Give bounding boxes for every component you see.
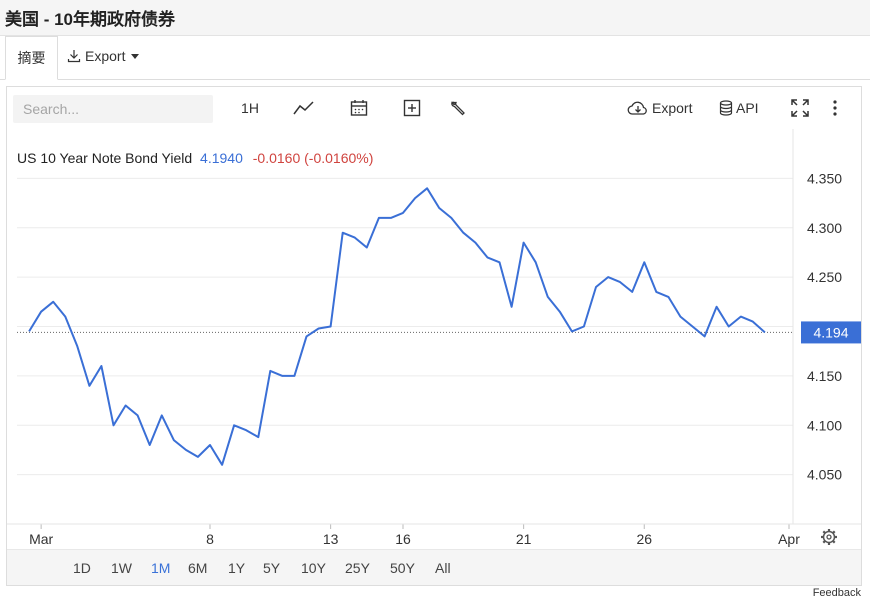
calendar-icon: [350, 100, 368, 116]
plus-box-icon: [403, 99, 421, 117]
range-button-1m[interactable]: 1M: [151, 560, 171, 576]
legend-value: 4.1940: [200, 150, 243, 166]
export-button-label: Export: [652, 100, 693, 116]
y-tick-label: 4.350: [807, 170, 842, 186]
chart-toolbar: 1H Export API: [7, 87, 861, 129]
tab-bar: 摘要 Export: [0, 36, 870, 80]
y-tick-label: 4.250: [807, 269, 842, 285]
search-input[interactable]: [13, 95, 213, 123]
range-button-1d[interactable]: 1D: [73, 560, 91, 576]
more-vertical-icon: [833, 100, 837, 116]
cloud-download-icon: [627, 101, 647, 115]
range-button-5y[interactable]: 5Y: [263, 560, 281, 576]
y-tick-label: 4.050: [807, 467, 842, 483]
range-button-6m[interactable]: 6M: [188, 560, 208, 576]
api-button-label: API: [736, 100, 759, 116]
legend-change: -0.0160 (-0.0160%): [253, 150, 374, 166]
download-icon: [67, 50, 81, 63]
more-button[interactable]: [825, 95, 845, 121]
x-tick-label: 8: [206, 531, 214, 547]
add-indicator-button[interactable]: [399, 95, 425, 121]
export-dropdown-label: Export: [85, 48, 126, 64]
chart-plot-area[interactable]: 4.050 4.100 4.150 4.250 4.300 4.350 4.194 Mar 8…: [7, 129, 861, 549]
export-dropdown[interactable]: Export: [67, 48, 140, 64]
range-button-50y[interactable]: 50Y: [390, 560, 415, 576]
range-button-10y[interactable]: 10Y: [301, 560, 326, 576]
tab-summary[interactable]: 摘要: [5, 36, 58, 80]
x-tick-label: 26: [636, 531, 652, 547]
x-tick-label: 16: [395, 531, 411, 547]
page-title: 美国 - 10年期政府债券: [5, 10, 176, 29]
x-tick-label: Apr: [778, 531, 800, 547]
y-tick-label: 4.300: [807, 220, 842, 236]
x-tick-label: 21: [516, 531, 532, 547]
fullscreen-icon: [791, 99, 809, 117]
range-button-25y[interactable]: 25Y: [345, 560, 370, 576]
chart-type-button[interactable]: [291, 95, 317, 121]
database-icon: [719, 100, 733, 116]
legend-series-name: US 10 Year Note Bond Yield: [17, 150, 192, 166]
time-range-bar: 1D 1W 1M 6M 1Y 5Y 10Y 25Y 50Y All: [7, 549, 861, 585]
chart-settings-button[interactable]: [821, 529, 837, 545]
page-header: 美国 - 10年期政府债券: [0, 0, 870, 36]
x-tick-label: Mar: [29, 531, 53, 547]
y-tick-label: 4.100: [807, 417, 842, 433]
feedback-link[interactable]: Feedback: [812, 587, 861, 599]
api-button[interactable]: API: [719, 95, 759, 121]
current-value-label: 4.194: [813, 324, 848, 340]
y-tick-label: 4.150: [807, 368, 842, 384]
wrench-icon: [451, 101, 465, 116]
range-button-1y[interactable]: 1Y: [228, 560, 246, 576]
x-tick-label: 13: [323, 531, 339, 547]
line-chart-icon: [293, 101, 314, 115]
series-line: [28, 187, 766, 466]
tools-button[interactable]: [445, 95, 471, 121]
caret-down-icon: [131, 53, 140, 59]
range-button-1w[interactable]: 1W: [111, 560, 132, 576]
interval-button[interactable]: 1H: [241, 100, 259, 116]
fullscreen-button[interactable]: [787, 95, 813, 121]
calendar-button[interactable]: [346, 95, 372, 121]
range-button-all[interactable]: All: [435, 560, 451, 576]
current-value-badge: [801, 321, 861, 344]
chart-legend: US 10 Year Note Bond Yield 4.1940 -0.016…: [17, 150, 373, 166]
export-button[interactable]: Export: [627, 95, 692, 121]
settings-icon: [821, 529, 837, 545]
